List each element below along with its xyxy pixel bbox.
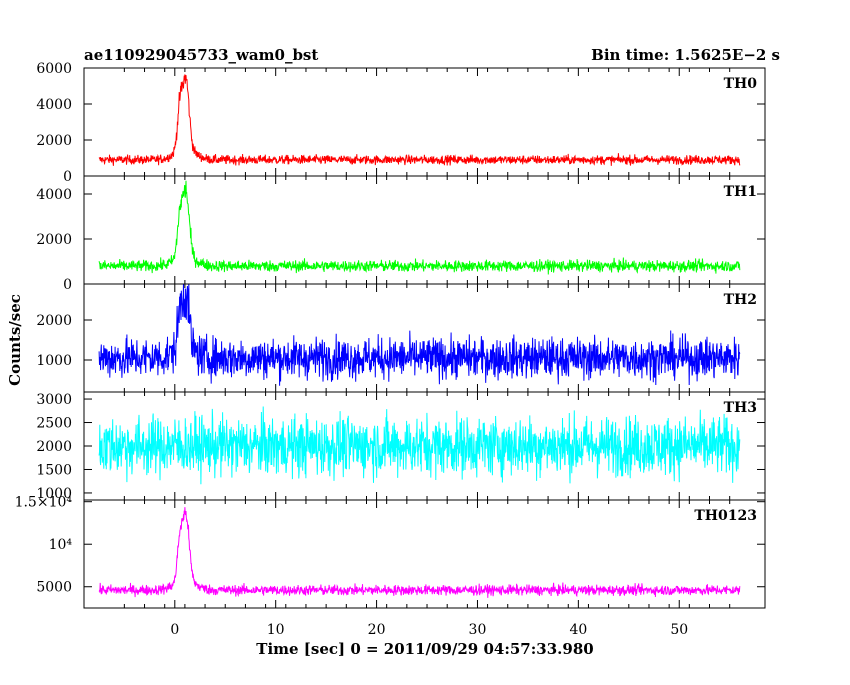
- y-tick-label: 1.5×10⁴: [15, 495, 73, 511]
- x-tick-label: 20: [368, 622, 386, 638]
- panel-th1: 0 2000 4000 TH1: [36, 175, 766, 293]
- panel-frame: [83, 499, 766, 609]
- y-tick-label: 2000: [36, 313, 72, 329]
- y-tick-label: 2500: [36, 416, 72, 432]
- x-tick-label: 30: [469, 622, 487, 638]
- series-th1: [98, 180, 741, 275]
- panel-label: TH3: [724, 400, 757, 416]
- y-tick-label: 4000: [36, 187, 72, 203]
- panel-th2: 1000 2000 TH2: [36, 283, 766, 393]
- y-axis-label: Counts/sec: [6, 294, 24, 386]
- y-tick-label: 2000: [36, 133, 72, 149]
- y-tick-label: 10⁴: [49, 537, 73, 553]
- series-th2: [98, 284, 741, 386]
- series-th0: [98, 74, 741, 166]
- panel-th0123: 5000 10⁴ 1.5×10⁴ TH0123: [15, 495, 766, 609]
- series-th0123: [98, 507, 741, 598]
- x-tick-label: 0: [170, 622, 179, 638]
- y-tick-label: 5000: [36, 580, 72, 596]
- x-tick-label: 50: [670, 622, 688, 638]
- y-tick-label: 2000: [36, 439, 72, 455]
- panel-label: TH1: [724, 184, 757, 200]
- panel-label: TH0: [724, 76, 758, 92]
- x-axis-label: Time [sec] 0 = 2011/09/29 04:57:33.980: [256, 640, 593, 658]
- series-th3: [98, 406, 741, 485]
- panel-label: TH2: [724, 292, 757, 308]
- panel-th3: 1000 1500 2000 2500 3000 TH3: [36, 391, 766, 502]
- y-tick-label: 0: [63, 277, 72, 293]
- x-tick-label: 10: [267, 622, 285, 638]
- y-tick-label: 1500: [36, 462, 72, 478]
- y-tick-label: 0: [63, 169, 72, 185]
- y-tick-label: 1000: [36, 353, 72, 369]
- y-tick-label: 2000: [36, 232, 72, 248]
- chart-title: ae110929045733_wam0_bst: [84, 46, 318, 64]
- bin-time-label: Bin time: 1.5625E−2 s: [591, 46, 780, 64]
- y-tick-label: 4000: [36, 97, 72, 113]
- x-tick-label: 40: [569, 622, 587, 638]
- y-tick-label: 1000: [36, 486, 72, 502]
- y-tick-label: 6000: [36, 61, 72, 77]
- panel-label: TH0123: [694, 508, 757, 524]
- x-tick-labels: 0 10 20 30 40 50: [170, 622, 688, 638]
- panel-th0: 0 2000 4000 6000 TH0: [36, 61, 766, 185]
- y-tick-label: 3000: [36, 392, 72, 408]
